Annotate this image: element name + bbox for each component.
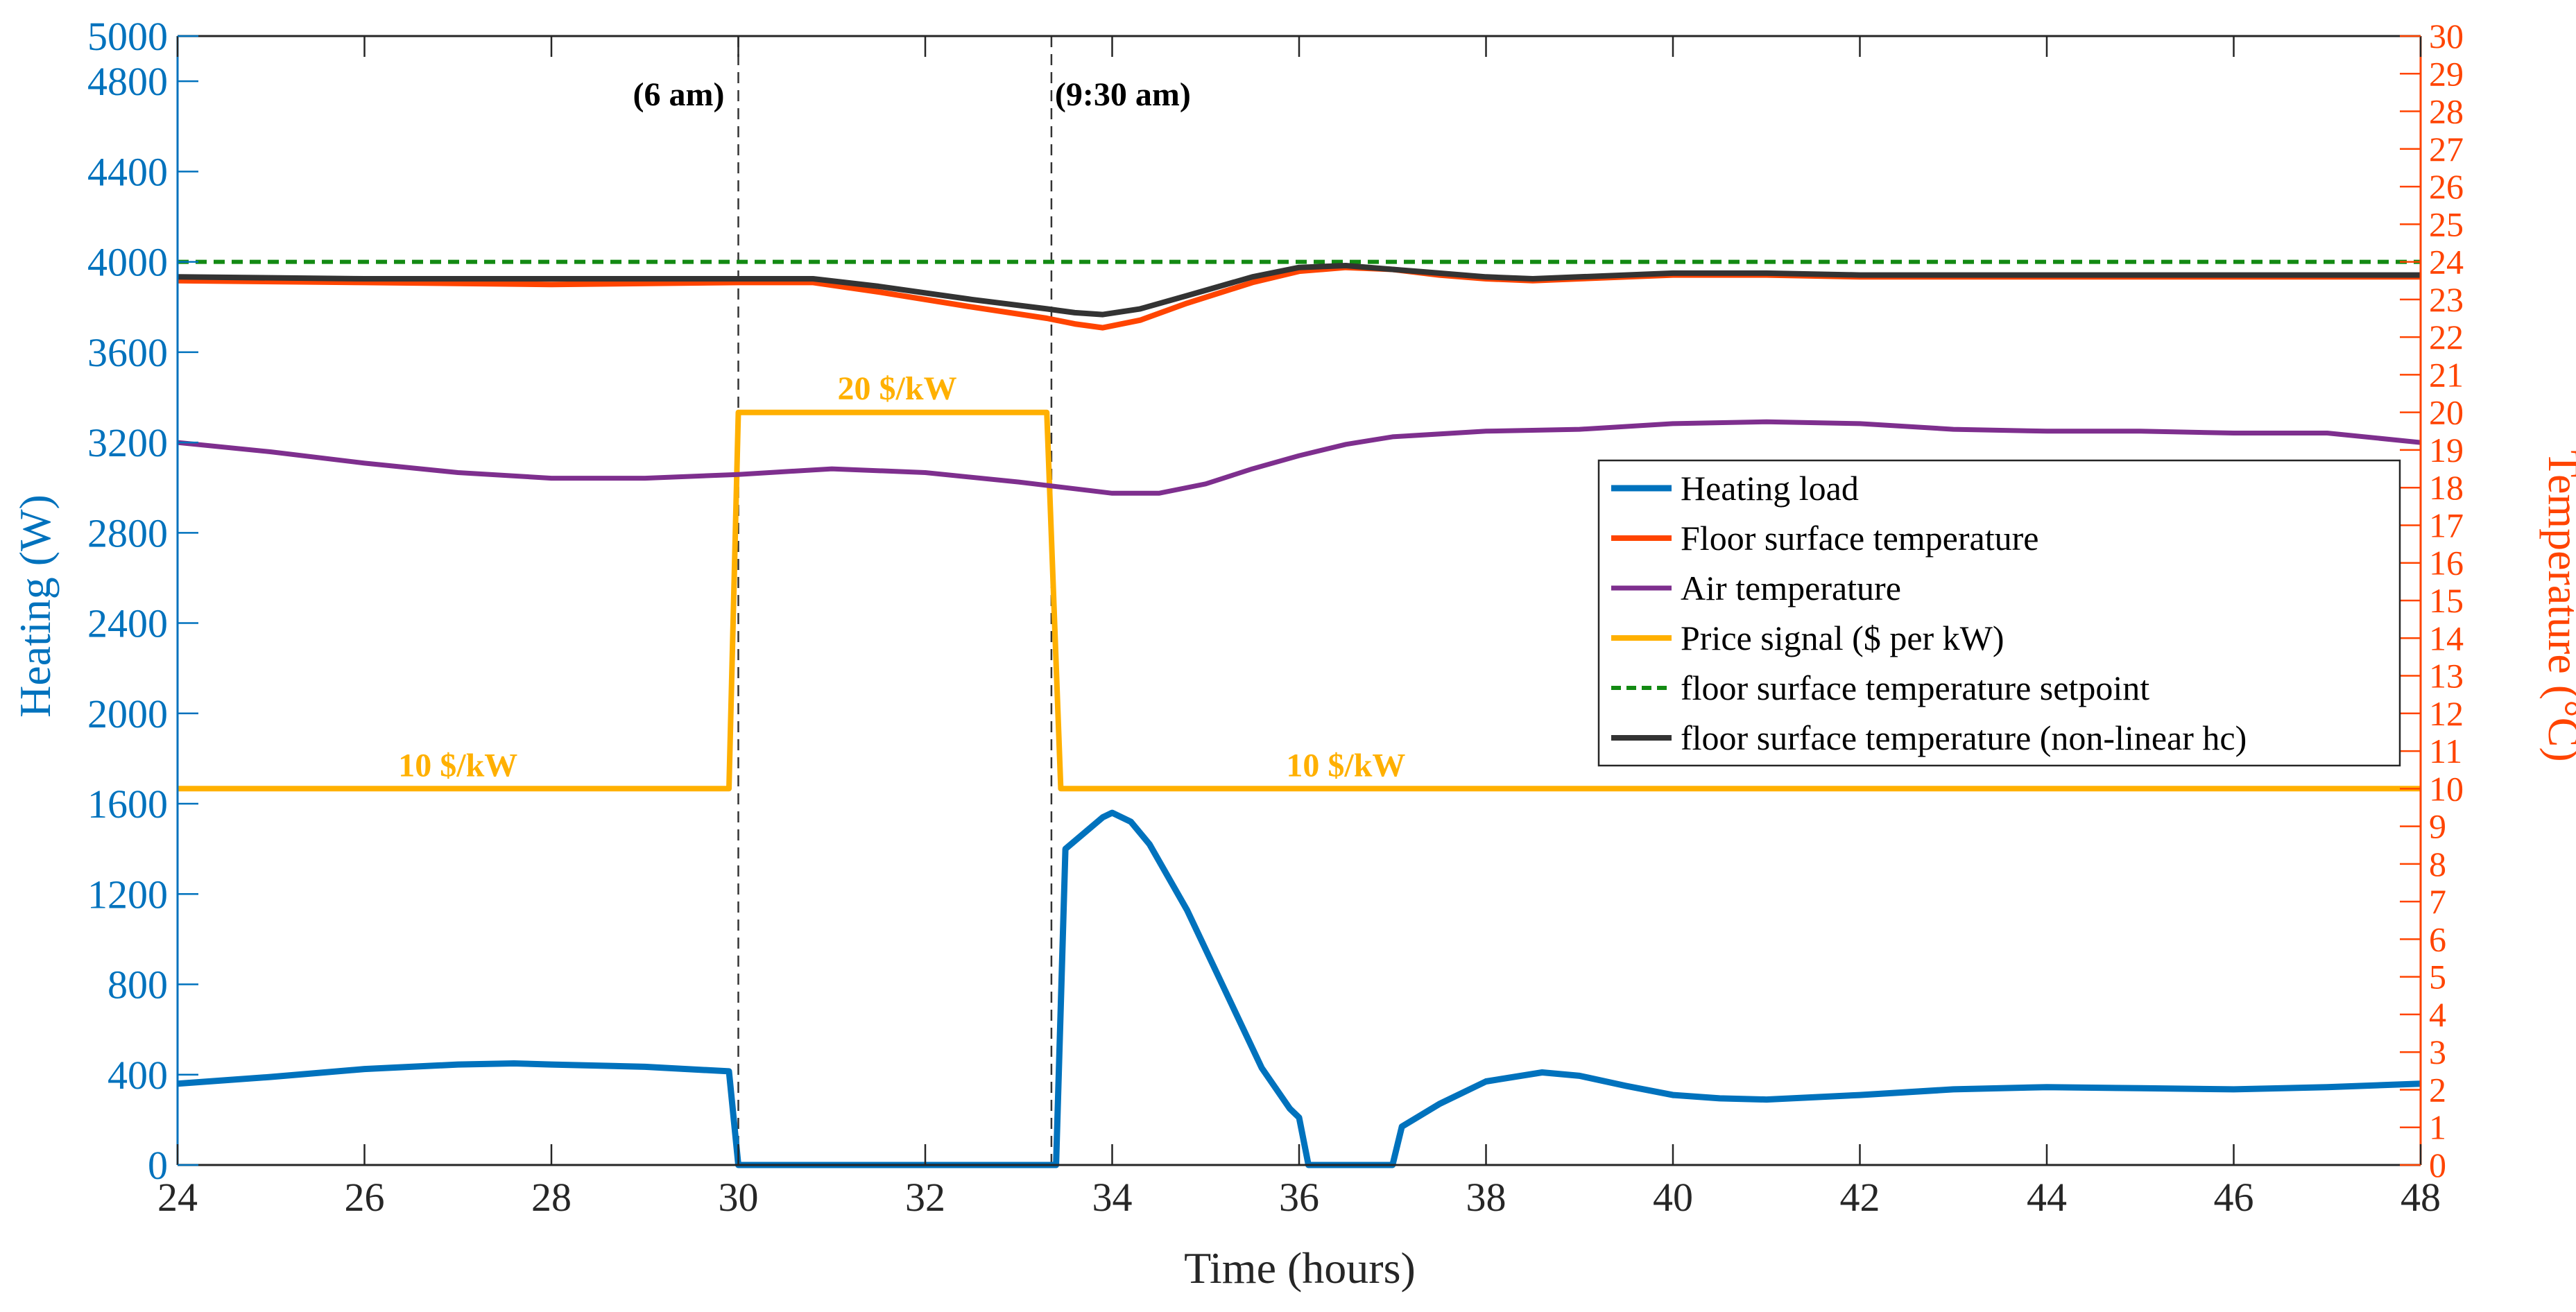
y-right-tick-label: 25 — [2429, 205, 2464, 243]
y-right-tick-label: 19 — [2429, 431, 2464, 469]
price-annotation-3: 10 $/kW — [1286, 748, 1405, 784]
y-right-tick-label: 16 — [2429, 544, 2464, 582]
x-tick-label: 34 — [1092, 1175, 1133, 1220]
x-tick-label: 28 — [531, 1175, 572, 1220]
legend-label-2: Floor surface temperature — [1681, 519, 2038, 558]
x-tick-label: 44 — [2027, 1175, 2067, 1220]
event-label-2: (9:30 am) — [1055, 76, 1191, 113]
y-right-tick-label: 15 — [2429, 581, 2464, 620]
legend: Heating load Floor surface temperature Air… — [1597, 459, 2401, 767]
y-right-tick-label: 2 — [2429, 1070, 2446, 1109]
series-line-4 — [178, 409, 2421, 792]
y-left-tick-label: 1600 — [87, 782, 168, 827]
x-axis-label: Time (hours) — [1184, 1243, 1416, 1293]
y-right-tick-label: 17 — [2429, 506, 2464, 544]
y-axis-label-left: Heating (W) — [10, 494, 60, 718]
legend-label-3: Air temperature — [1681, 569, 1901, 607]
x-tick-label: 38 — [1466, 1175, 1506, 1220]
legend-label-4: Price signal ($ per kW) — [1681, 619, 2004, 657]
y-left-tick-label: 4400 — [87, 149, 168, 194]
x-tick-label: 26 — [345, 1175, 385, 1220]
y-left-tick-label: 5000 — [87, 14, 168, 59]
y-right-tick-label: 20 — [2429, 393, 2464, 432]
data-series-group — [177, 259, 2421, 1168]
y-right-tick-label: 23 — [2429, 280, 2464, 319]
y-right-tick-label: 7 — [2429, 882, 2446, 921]
y-left-tick-label: 1200 — [87, 872, 168, 917]
axes-group: 24 26 28 30 32 34 36 38 40 42 44 46 4804008001200160… — [87, 14, 2464, 1220]
x-tick-label: 40 — [1653, 1175, 1693, 1220]
y-right-tick-label: 27 — [2429, 130, 2464, 169]
y-right-tick-label: 22 — [2429, 318, 2464, 356]
y-right-tick-label: 10 — [2429, 769, 2464, 808]
y-left-tick-label: 800 — [108, 963, 168, 1008]
y-right-tick-label: 13 — [2429, 657, 2464, 696]
y-right-tick-label: 11 — [2429, 732, 2462, 770]
x-tick-label: 46 — [2214, 1175, 2254, 1220]
y-right-tick-label: 18 — [2429, 468, 2464, 507]
y-left-tick-label: 0 — [148, 1143, 168, 1188]
y-right-tick-label: 28 — [2429, 92, 2464, 131]
legend-box — [1597, 459, 2401, 767]
y-right-tick-label: 29 — [2429, 54, 2464, 93]
y-right-tick-label: 1 — [2429, 1108, 2446, 1147]
series-line-6 — [177, 263, 2421, 318]
x-tick-label: 48 — [2401, 1175, 2441, 1220]
y-right-tick-label: 9 — [2429, 807, 2446, 846]
y-right-tick-label: 21 — [2429, 355, 2464, 394]
event-label-1: (6 am) — [633, 76, 725, 113]
y-right-tick-label: 26 — [2429, 167, 2464, 206]
x-tick-label: 42 — [1840, 1175, 1880, 1220]
y-right-tick-label: 0 — [2429, 1146, 2446, 1184]
y-right-tick-label: 30 — [2429, 17, 2464, 55]
x-tick-label: 36 — [1279, 1175, 1319, 1220]
annotations-group: 10 $/kW 20 $/kW 10 $/kW — [398, 370, 1405, 784]
y-left-tick-label: 4800 — [87, 59, 168, 104]
series-line-1 — [177, 809, 2421, 1168]
legend-label-1: Heating load — [1681, 469, 1859, 508]
series-line-3 — [177, 419, 2421, 496]
y-right-tick-label: 8 — [2429, 845, 2446, 883]
y-right-tick-label: 5 — [2429, 958, 2446, 996]
x-tick-label: 24 — [157, 1175, 198, 1220]
y-axis-label-right: Temperature (°C) — [2539, 450, 2576, 761]
legend-label-6: floor surface temperature (non-linear hc… — [1681, 718, 2247, 757]
y-right-tick-label: 3 — [2429, 1033, 2446, 1071]
y-right-tick-label: 4 — [2429, 995, 2446, 1034]
x-tick-label: 32 — [905, 1175, 945, 1220]
event-vertical-lines: (6 am) (9:30 am) — [633, 36, 1191, 1165]
price-annotation-2: 20 $/kW — [838, 370, 957, 407]
price-annotation-1: 10 $/kW — [398, 748, 517, 784]
y-left-tick-label: 400 — [108, 1053, 168, 1098]
y-left-tick-label: 3200 — [87, 420, 168, 465]
y-left-tick-label: 3600 — [87, 330, 168, 375]
y-right-tick-label: 12 — [2429, 694, 2464, 733]
legend-label-5: floor surface temperature setpoint — [1681, 668, 2149, 707]
y-left-tick-label: 4000 — [87, 240, 168, 285]
y-right-tick-label: 24 — [2429, 243, 2464, 282]
y-left-tick-label: 2000 — [87, 691, 168, 736]
y-left-tick-label: 2400 — [87, 601, 168, 646]
y-right-tick-label: 14 — [2429, 619, 2464, 657]
y-left-tick-label: 2800 — [87, 510, 168, 555]
x-tick-label: 30 — [719, 1175, 759, 1220]
y-right-tick-label: 6 — [2429, 920, 2446, 958]
